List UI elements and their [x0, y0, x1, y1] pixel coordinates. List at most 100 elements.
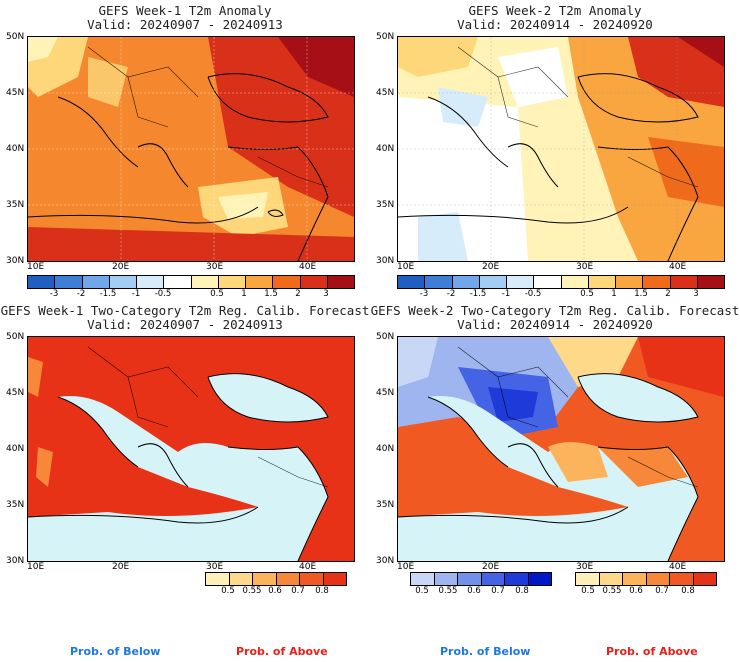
colorbar-label: 3: [323, 289, 329, 299]
lon-label-30e: 30E: [576, 562, 594, 572]
colorbar-swatch: [670, 573, 694, 585]
colorbar-label: -1.5: [99, 289, 117, 299]
colorbar-swatch: [534, 276, 562, 288]
colorbar-swatch: [411, 573, 435, 585]
colorbar-label: 0.55: [242, 586, 262, 596]
anomaly-colorbar: [27, 275, 355, 289]
lon-label-40e: 40E: [669, 262, 687, 272]
colorbar-swatch: [623, 573, 647, 585]
colorbar-swatch: [479, 276, 507, 288]
colorbar-label: 0.7: [291, 586, 305, 596]
map-week1-probability: [27, 336, 355, 562]
colorbar-swatch: [246, 276, 274, 288]
colorbar-swatch: [507, 276, 535, 288]
colorbar-swatch: [561, 276, 589, 288]
colorbar-swatch: [300, 276, 328, 288]
lat-label-45n: 45N: [376, 388, 395, 398]
lat-label-40n: 40N: [376, 144, 395, 154]
coastlines: [28, 373, 329, 561]
lon-label-40e: 40E: [669, 562, 687, 572]
lat-label-50n: 50N: [6, 32, 25, 42]
lon-label-20e: 20E: [482, 262, 500, 272]
colorbar-label: 0.6: [268, 586, 282, 596]
colorbar-swatch: [137, 276, 165, 288]
coastlines: [398, 73, 699, 261]
coastlines: [28, 73, 329, 261]
lon-label-20e: 20E: [112, 262, 130, 272]
lat-label-30n: 30N: [376, 256, 395, 266]
lon-label-40e: 40E: [299, 562, 317, 572]
lat-label-30n: 30N: [376, 556, 395, 566]
panel-week1-anomaly: GEFS Week-1 T2m Anomaly Valid: 20240907 …: [0, 0, 370, 300]
colorbar-label: 0.6: [629, 586, 643, 596]
lat-label-30n: 30N: [6, 256, 25, 266]
prob-above-label-left: Prob. of Above: [236, 645, 328, 658]
colorbar-swatch: [273, 276, 301, 288]
colorbar-label: 0.7: [655, 586, 669, 596]
colorbar-swatch: [434, 573, 458, 585]
colorbar-label: 0.5: [210, 289, 224, 299]
lat-label-50n: 50N: [6, 332, 25, 342]
prob-below-label-right: Prob. of Below: [440, 645, 531, 658]
panel-title: GEFS Week-2 T2m Anomaly: [468, 3, 642, 18]
colorbar-swatch: [693, 573, 716, 585]
colorbar-label: 1: [611, 289, 617, 299]
lon-label-10e: 10E: [27, 562, 45, 572]
panel-week2-anomaly: GEFS Week-2 T2m Anomaly Valid: 20240914 …: [370, 0, 740, 300]
lon-label-20e: 20E: [112, 562, 130, 572]
anomaly-colorbar: [397, 275, 725, 289]
lon-label-10e: 10E: [27, 262, 45, 272]
colorbar-swatch: [82, 276, 110, 288]
colorbar-swatch: [327, 276, 354, 288]
colorbar-swatch: [588, 276, 616, 288]
colorbar-swatch: [398, 276, 426, 288]
colorbar-swatch: [323, 573, 346, 585]
lon-label-40e: 40E: [299, 262, 317, 272]
panel-title: GEFS Week-1 Two-Category T2m Reg. Calib.…: [0, 303, 370, 318]
map-week1-anomaly: [27, 36, 355, 262]
lon-label-10e: 10E: [397, 562, 415, 572]
lat-label-35n: 35N: [376, 200, 395, 210]
colorbar-label: 0.6: [467, 586, 481, 596]
map-week2-probability: [397, 336, 725, 562]
panel-title: GEFS Week-1 T2m Anomaly: [98, 3, 272, 18]
colorbar-swatch: [206, 573, 230, 585]
colorbar-swatch: [599, 573, 623, 585]
colorbar-label: 1.5: [264, 289, 278, 299]
colorbar-label: 0.5: [580, 289, 594, 299]
lon-label-30e: 30E: [206, 562, 224, 572]
colorbar-swatch: [576, 573, 600, 585]
prob-below-colorbar: [410, 572, 552, 586]
colorbar-label: -0.5: [154, 289, 172, 299]
colorbar-label: -2: [446, 289, 456, 299]
colorbar-label: 3: [693, 289, 699, 299]
lon-label-20e: 20E: [482, 562, 500, 572]
lat-label-40n: 40N: [6, 444, 25, 454]
colorbar-label: -3: [49, 289, 59, 299]
lat-label-40n: 40N: [6, 144, 25, 154]
colorbar-label: 0.7: [491, 586, 505, 596]
panel-valid-dates: Valid: 20240907 - 20240913: [87, 317, 283, 332]
colorbar-swatch: [616, 276, 644, 288]
colorbar-swatch: [300, 573, 324, 585]
colorbar-swatch: [505, 573, 529, 585]
lat-label-35n: 35N: [6, 500, 25, 510]
lon-label-30e: 30E: [206, 262, 224, 272]
colorbar-swatch: [229, 573, 253, 585]
prob-above-label-right: Prob. of Above: [606, 645, 698, 658]
colorbar-label: -1: [131, 289, 141, 299]
colorbar-swatch: [28, 276, 56, 288]
colorbar-swatch: [253, 573, 277, 585]
lat-label-45n: 45N: [6, 88, 25, 98]
colorbar-swatch: [697, 276, 724, 288]
colorbar-swatch: [109, 276, 137, 288]
lon-label-10e: 10E: [397, 262, 415, 272]
colorbar-label: 0.55: [602, 586, 622, 596]
colorbar-swatch: [646, 573, 670, 585]
lat-label-40n: 40N: [376, 444, 395, 454]
colorbar-swatch: [425, 276, 453, 288]
lon-label-30e: 30E: [576, 262, 594, 272]
lat-label-50n: 50N: [376, 332, 395, 342]
coastlines: [398, 373, 699, 561]
prob-above-colorbar: [575, 572, 717, 586]
